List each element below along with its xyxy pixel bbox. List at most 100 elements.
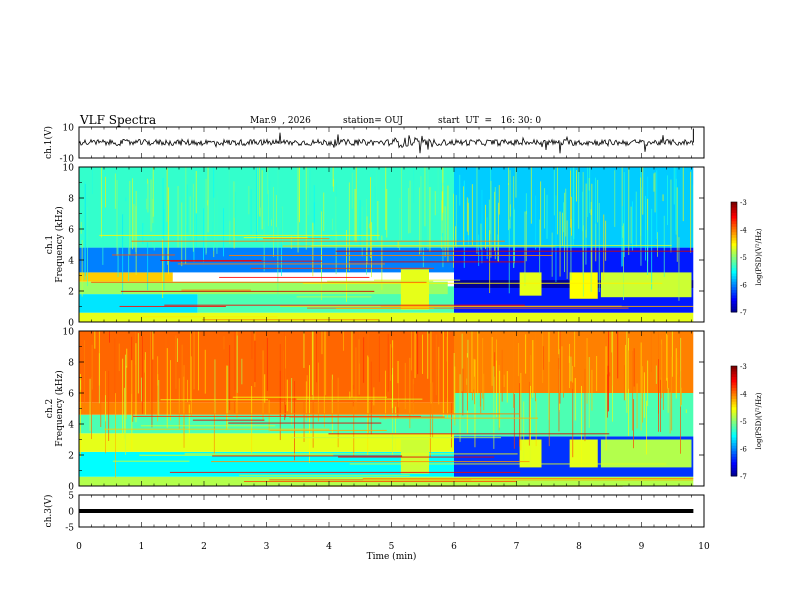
spectral-streak: [207, 200, 208, 206]
spectral-streak: [680, 337, 682, 407]
spectral-streak: [142, 336, 143, 414]
spectral-band: [600, 272, 692, 298]
spectral-streak: [124, 387, 125, 439]
spectral-streak: [662, 194, 664, 202]
spectral-streak: [378, 335, 380, 382]
colorbar-tick-label: -6: [740, 282, 747, 290]
spectral-streak: [419, 187, 420, 255]
spectral-streak: [262, 350, 264, 421]
spectral-streak: [412, 378, 414, 415]
spectral-line: [374, 279, 461, 281]
spectral-streak: [153, 195, 155, 251]
spectral-streak: [548, 361, 550, 447]
spectral-streak: [312, 360, 314, 448]
spectral-streak: [582, 191, 583, 232]
spectral-streak: [562, 212, 563, 247]
spectral-streak: [417, 331, 419, 375]
x-tick-label: 6: [451, 542, 457, 552]
colorbar-swatch: [731, 415, 737, 419]
spectral-streak: [135, 343, 137, 423]
spectral-streak: [177, 186, 179, 248]
spectral-streak: [524, 211, 526, 286]
y-tick-label: 10: [63, 124, 75, 134]
spectral-streak: [84, 340, 85, 403]
x-tick-label: 7: [514, 542, 520, 552]
spectral-streak: [399, 197, 401, 251]
spectral-streak: [551, 361, 553, 382]
date-label: Mar.9 , 2026: [250, 116, 311, 126]
spectral-streak: [571, 196, 572, 236]
colorbar-swatch: [731, 295, 737, 299]
spectral-streak: [306, 188, 308, 214]
colorbar-swatch: [731, 301, 737, 305]
spectral-streak: [463, 186, 464, 247]
spectral-line: [132, 415, 421, 417]
spectral-streak: [598, 202, 600, 293]
spectral-streak: [181, 344, 183, 411]
spectral-streak: [438, 331, 440, 370]
spectral-streak: [146, 198, 148, 210]
spectral-streak: [386, 189, 388, 238]
spectral-streak: [477, 331, 479, 395]
spectral-line: [363, 479, 694, 481]
spectral-streak: [351, 331, 353, 398]
no-data-area: [693, 331, 704, 486]
spectral-streak: [690, 171, 692, 253]
spectral-streak: [299, 196, 300, 218]
spectral-streak: [98, 331, 100, 386]
spectral-streak: [621, 206, 623, 267]
spectral-line: [362, 477, 694, 479]
spectral-streak: [332, 167, 334, 187]
spectral-line: [379, 417, 539, 419]
spectral-streak: [515, 167, 517, 198]
spectral-streak: [109, 331, 110, 343]
spectral-streak: [190, 356, 192, 417]
colorbar-swatch: [731, 246, 737, 250]
spectral-streak: [494, 187, 496, 260]
spectral-streak: [555, 195, 557, 282]
spectral-streak: [442, 167, 444, 183]
spectral-streak: [312, 331, 314, 400]
spectral-streak: [570, 219, 572, 281]
spectral-streak: [435, 334, 437, 396]
colorbar-swatch: [731, 467, 737, 471]
spectral-streak: [205, 202, 207, 254]
colorbar-swatch: [731, 407, 737, 411]
spectral-streak: [190, 331, 191, 401]
spectral-streak: [478, 234, 480, 266]
spectral-streak: [476, 167, 478, 254]
spectral-streak: [499, 370, 501, 428]
colorbar-swatch: [731, 368, 737, 372]
y-tick-label: 4: [68, 421, 74, 431]
spectral-streak: [605, 220, 607, 261]
spectral-streak: [175, 335, 177, 389]
spectral-streak: [626, 331, 628, 413]
spectral-line: [291, 437, 501, 439]
spectral-streak: [573, 167, 575, 240]
spectral-streak: [586, 338, 588, 404]
spectral-streak: [193, 331, 195, 390]
spectral-streak: [611, 331, 613, 353]
x-tick-label: 8: [576, 542, 582, 552]
spectral-line: [296, 296, 372, 298]
spectral-streak: [363, 337, 365, 383]
spectral-streak: [578, 167, 580, 229]
spectral-streak: [582, 172, 584, 240]
colorbar-swatch: [731, 292, 737, 296]
spectral-streak: [446, 369, 447, 398]
spectral-streak: [332, 218, 333, 231]
colorbar-swatch: [731, 281, 737, 285]
spectral-streak: [603, 214, 605, 281]
spectral-line: [160, 399, 269, 401]
colorbar-swatch: [731, 240, 737, 244]
colorbar-swatch: [731, 374, 737, 378]
spectral-streak: [178, 378, 180, 429]
spectral-line: [140, 316, 278, 318]
colorbar-swatch: [731, 432, 737, 436]
spectral-line: [211, 461, 530, 463]
spectral-line: [289, 416, 445, 418]
spectral-line: [349, 463, 667, 465]
spectral-streak: [313, 185, 315, 231]
spectral-streak: [234, 331, 236, 390]
spectral-streak: [642, 167, 644, 215]
